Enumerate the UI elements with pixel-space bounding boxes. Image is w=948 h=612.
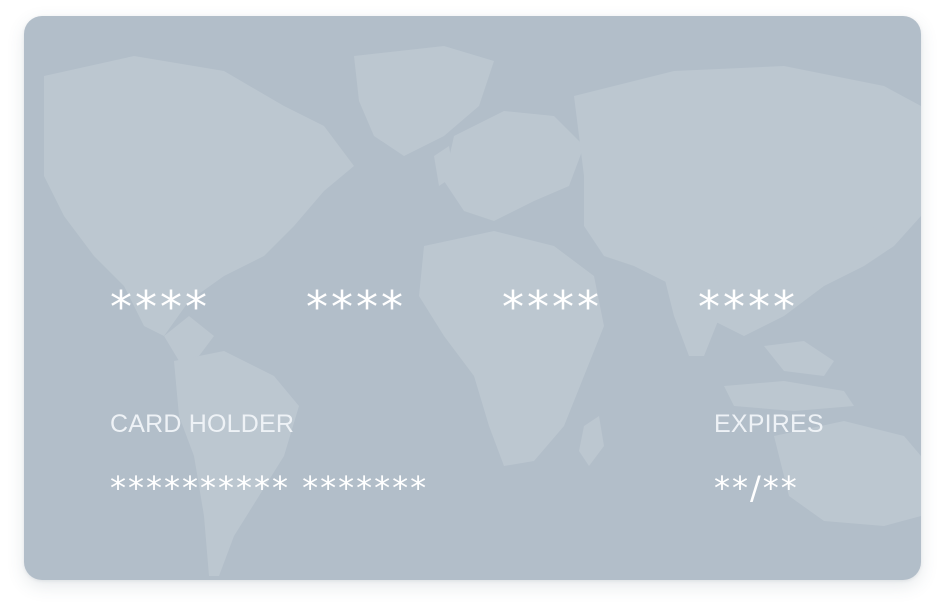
map-australia [774, 421, 921, 526]
world-map-background [44, 46, 921, 576]
map-southeast-asia [764, 341, 834, 376]
card-holder-value: ********** ******* [110, 469, 429, 507]
map-madagascar [579, 416, 604, 466]
map-north-america [44, 56, 354, 336]
map-africa [419, 231, 604, 466]
map-central-america [164, 316, 214, 361]
map-japan [872, 176, 899, 236]
map-greenland [354, 46, 494, 156]
map-europe [444, 111, 584, 221]
map-india [664, 271, 724, 356]
card-number-group-1: **** [110, 282, 210, 333]
expires-value: **/** [714, 469, 799, 507]
map-asia [574, 66, 921, 336]
card-number: **** **** **** **** [110, 282, 894, 334]
map-south-america [174, 351, 299, 576]
credit-card-preview: **** **** **** **** CARD HOLDER EXPIRES … [24, 16, 921, 580]
card-number-group-4: **** [698, 282, 798, 333]
expires-label: EXPIRES [714, 410, 824, 438]
map-indonesia [724, 381, 854, 411]
card-holder-label: CARD HOLDER [110, 410, 295, 438]
map-uk [434, 146, 454, 186]
card-number-group-3: **** [502, 282, 602, 333]
card-number-group-2: **** [306, 282, 406, 333]
